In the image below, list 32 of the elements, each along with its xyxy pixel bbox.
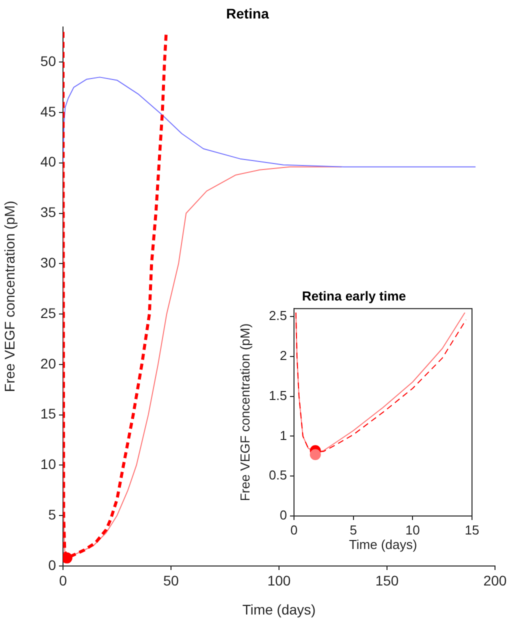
y-tick-label: 0 [48, 556, 56, 573]
y-tick-label: 20 [40, 355, 56, 372]
y-tick-label: 45 [40, 103, 56, 120]
x-tick-label: 150 [375, 572, 399, 588]
y-tick-label: 40 [40, 154, 56, 170]
x-axis-title: Time (days) [348, 536, 418, 552]
x-tick-label: 200 [483, 572, 507, 588]
y-tick-label: 2.5 [268, 308, 287, 324]
x-tick-label: 15 [464, 522, 480, 538]
chart-title: Retina early time [302, 288, 406, 304]
x-tick-label: 0 [59, 572, 68, 588]
y-axis-title: Free VEGF concentration (pM) [237, 323, 252, 502]
y-axis-title: Free VEGF concentration (pM) [1, 200, 18, 392]
y-tick-label: 1 [280, 428, 287, 443]
y-tick-label: 5 [48, 506, 56, 522]
x-tick-label: 10 [405, 522, 420, 538]
x-tick-label: 5 [350, 522, 357, 538]
x-axis-title: Time (days) [242, 601, 316, 618]
y-tick-label: 0.5 [268, 468, 287, 483]
y-tick-label: 10 [40, 456, 56, 472]
x-tick-label: 100 [267, 572, 291, 588]
y-tick-label: 50 [40, 52, 56, 69]
x-tick-label: 0 [290, 522, 298, 538]
x-tick-label: 50 [163, 572, 179, 588]
y-tick-label: 35 [40, 204, 56, 220]
chart-title: Retina [226, 5, 270, 22]
y-tick-label: 30 [40, 254, 56, 271]
y-tick-label: 0 [280, 508, 287, 523]
y-tick-label: 1.5 [268, 388, 287, 403]
y-tick-label: 15 [40, 406, 56, 422]
y-tick-label: 2 [280, 348, 287, 364]
y-tick-label: 25 [40, 304, 56, 321]
